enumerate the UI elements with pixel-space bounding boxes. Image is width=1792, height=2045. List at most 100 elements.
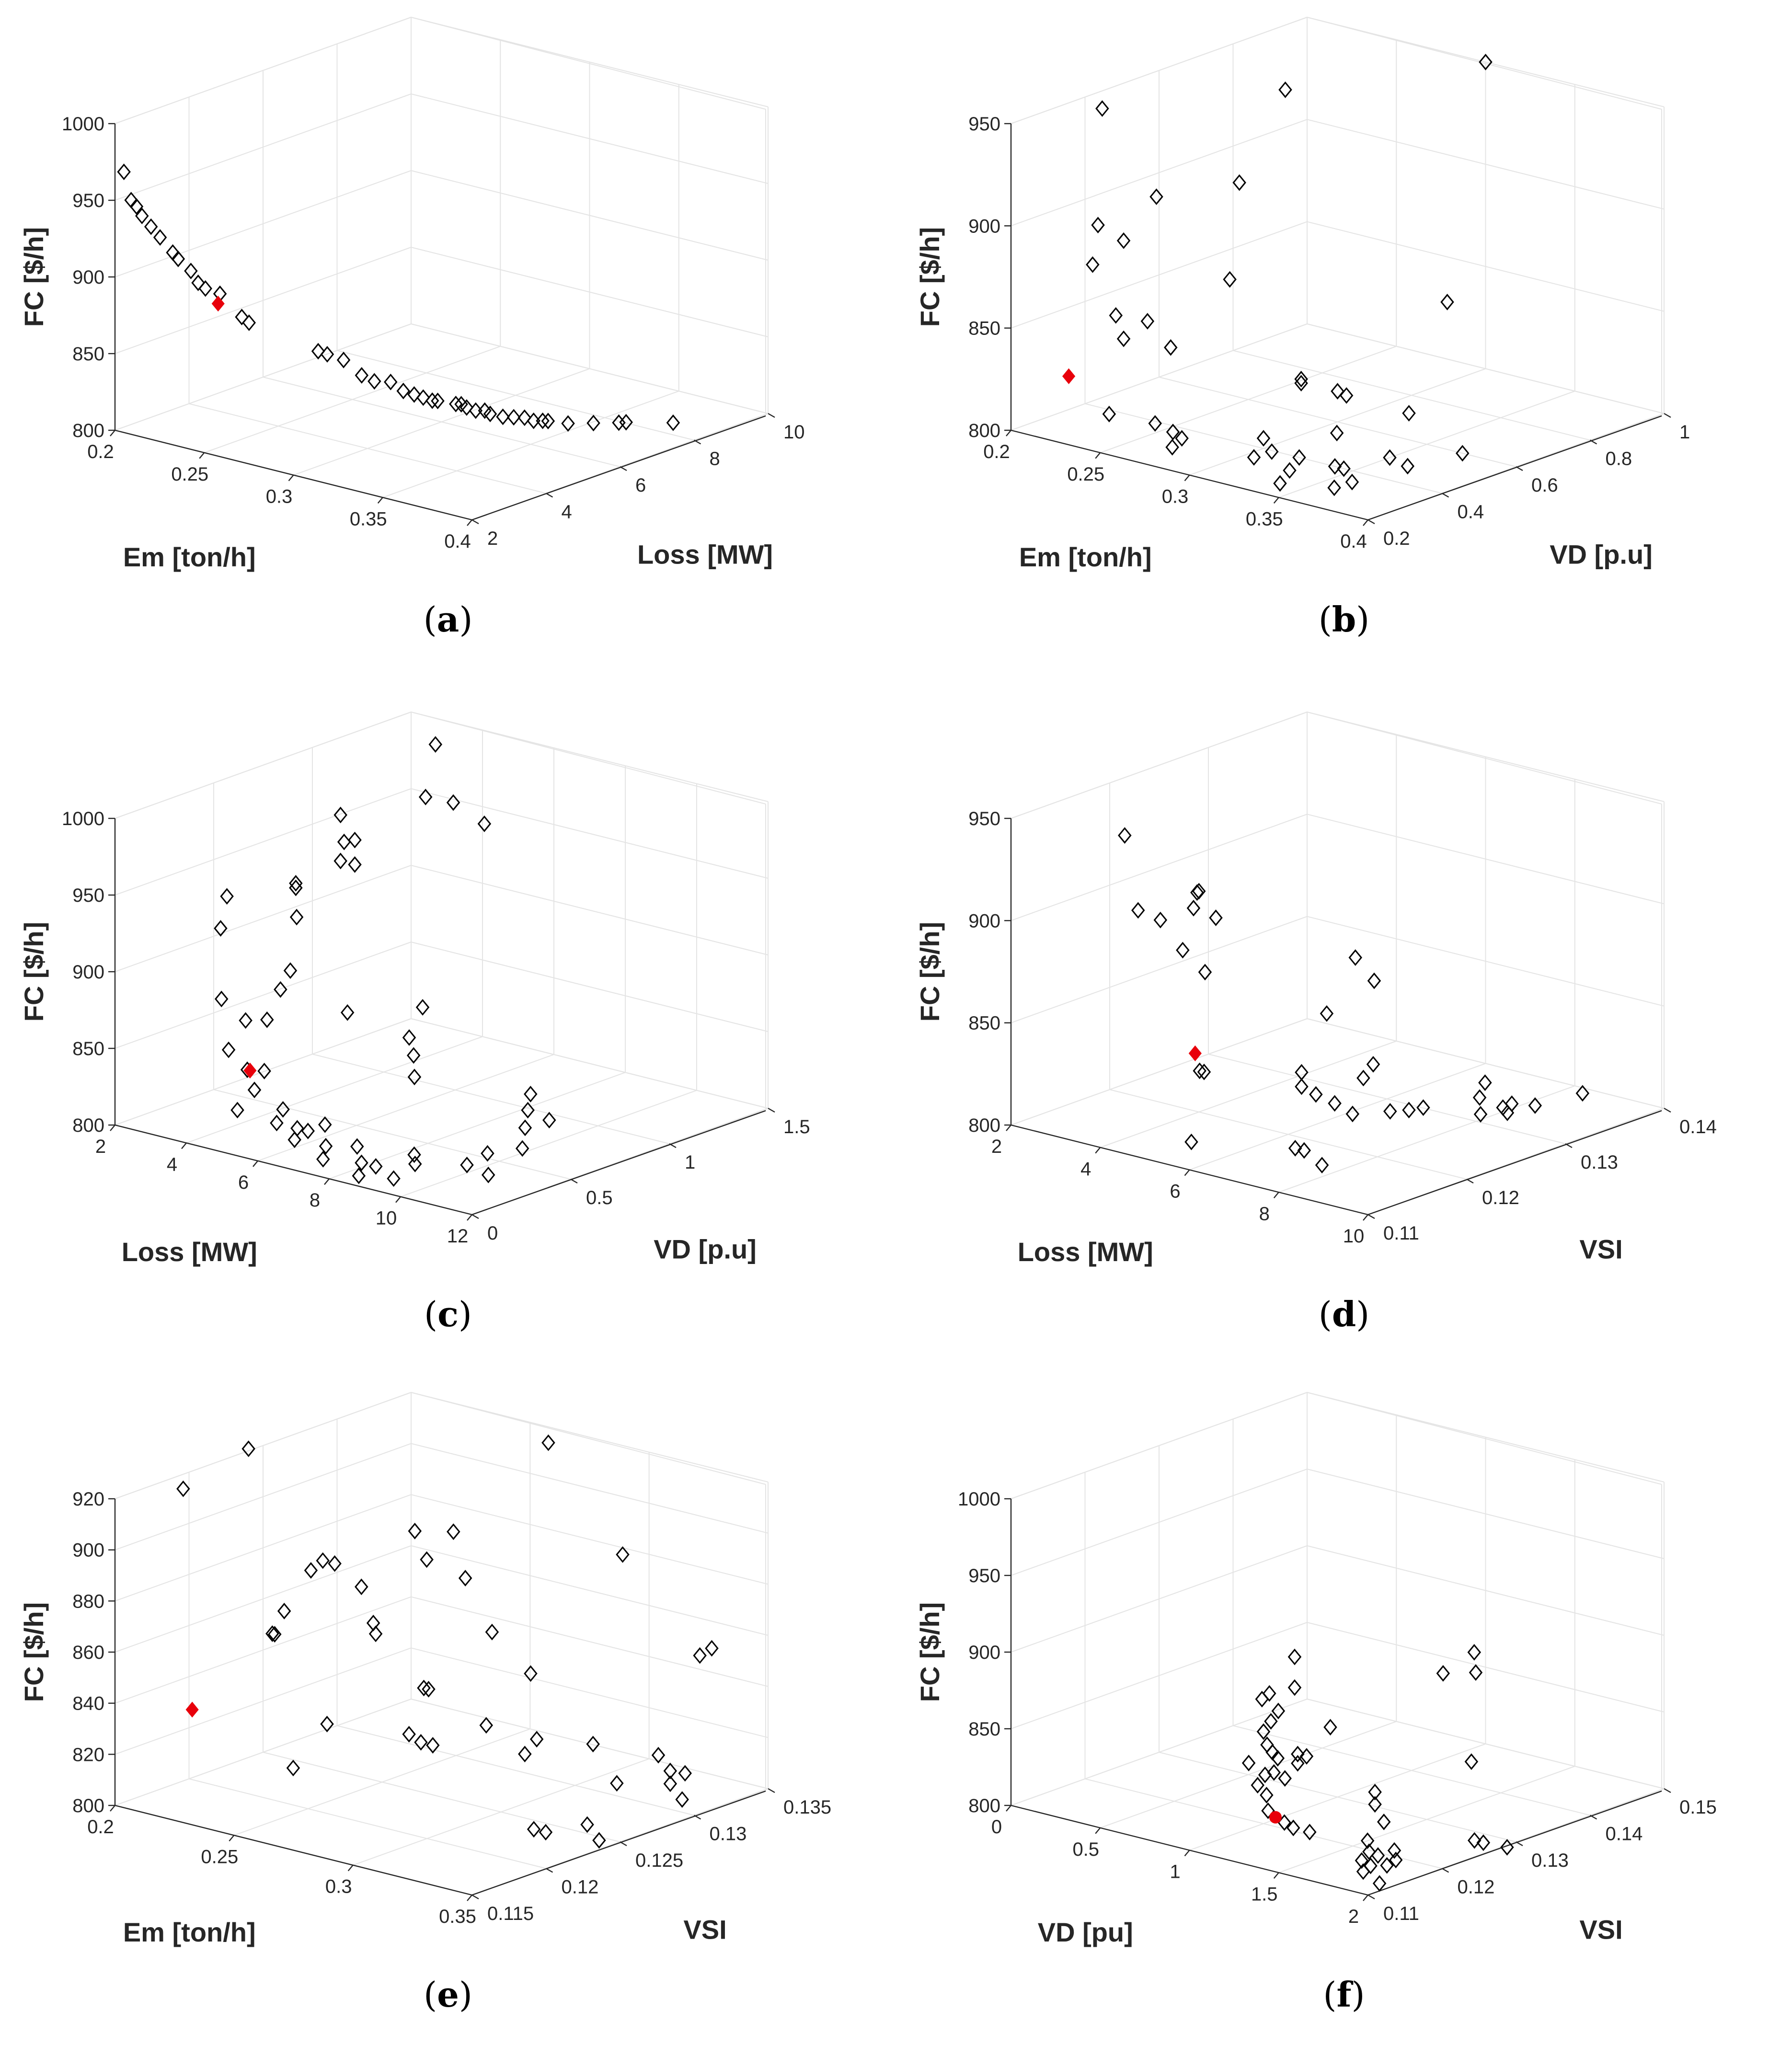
grid-line [1109, 1089, 1467, 1180]
data-point [135, 207, 149, 225]
data-point [478, 402, 492, 419]
panel-b: 0.2 0.25 0.3 0.35 0.4 0.2 0.4 0.6 0.8 1 800 850 900 9… [896, 0, 1792, 670]
x-tick [288, 474, 294, 482]
z-axis-label: FC [$/h] [19, 1602, 49, 1702]
data-point [214, 990, 229, 1008]
data-point [425, 392, 439, 409]
x-tick-label: 0.3 [325, 1876, 352, 1897]
y-tick-label: 0.2 [1383, 528, 1410, 549]
data-point [1287, 1648, 1302, 1666]
data-point [586, 1735, 600, 1753]
z-tick-label: 950 [968, 808, 1000, 829]
data-point [1380, 1857, 1394, 1874]
points-a [117, 163, 680, 432]
x-tick-label: 0.2 [87, 1816, 114, 1838]
x-tick [110, 430, 115, 437]
z-tick-label: 820 [72, 1744, 104, 1765]
y-tick [768, 413, 775, 418]
data-point [1165, 438, 1179, 456]
data-point [1292, 449, 1306, 466]
data-point [1402, 1102, 1416, 1119]
y-tick-label: 4 [562, 502, 572, 523]
data-point [316, 1150, 330, 1168]
grid-line [411, 1018, 769, 1109]
data-point [1327, 479, 1341, 496]
y-axis-line [471, 1790, 766, 1896]
x-tick-label: 4 [1080, 1159, 1091, 1180]
data-point [333, 806, 347, 824]
y-tick-label: 0.4 [1458, 502, 1484, 523]
grid-line [411, 1699, 769, 1789]
data-point [527, 412, 540, 429]
grid-line [115, 1392, 412, 1499]
z-tick-label: 850 [72, 344, 104, 365]
data-point [1271, 1750, 1285, 1767]
y-axis-label: Loss [MW] [637, 540, 773, 570]
data-point [1402, 405, 1416, 422]
grid-line [1011, 1018, 1308, 1126]
x-tick-label: 6 [1170, 1181, 1180, 1202]
x-tick-label: 6 [238, 1172, 249, 1193]
data-point [320, 346, 334, 363]
x-tick-label: 0.25 [201, 1846, 238, 1867]
data-point [402, 1726, 416, 1743]
data-point [220, 888, 234, 905]
y-tick-label: 1.5 [783, 1116, 810, 1137]
x-tick [377, 497, 383, 504]
y-tick [1441, 493, 1449, 498]
z-axis-label: FC [$/h] [915, 922, 945, 1022]
x-tick [324, 1178, 330, 1185]
x-tick [395, 1196, 401, 1203]
data-point [1166, 424, 1180, 440]
x-tick [110, 1125, 115, 1131]
x-tick [1363, 1214, 1368, 1221]
caption-d: (d) [1318, 1294, 1370, 1334]
highlight-point [185, 1701, 199, 1718]
y-axis-label: VSI [683, 1915, 726, 1945]
data-point [369, 1158, 383, 1175]
x-tick-label: 2 [95, 1136, 106, 1157]
data-point [1478, 1074, 1492, 1091]
grid-line [186, 1036, 483, 1144]
data-point [287, 1131, 301, 1149]
data-point [301, 1123, 315, 1139]
y-tick [1664, 1107, 1671, 1113]
y-tick [669, 1143, 677, 1149]
data-point [1356, 1069, 1370, 1087]
data-point [586, 414, 600, 432]
x-tick-label: 10 [1343, 1226, 1365, 1247]
y-tick [1516, 1841, 1523, 1847]
data-point [1102, 405, 1116, 423]
z-tick-label: 1000 [958, 1489, 1000, 1510]
x-tick [467, 1214, 472, 1221]
data-point [1575, 1085, 1590, 1102]
grid-line [337, 350, 694, 441]
data-point [705, 1640, 719, 1657]
data-point [1267, 1764, 1281, 1781]
y-tick-label: 0.13 [1581, 1152, 1618, 1173]
data-point [1355, 1852, 1369, 1869]
x-tick-label: 0.25 [1067, 464, 1104, 485]
z-tick-label: 880 [72, 1591, 104, 1612]
data-point [541, 1434, 555, 1451]
grid-line [411, 1392, 769, 1482]
x-axis-label: Em [ton/h] [1019, 542, 1152, 572]
y-axis-label: VSI [1579, 1915, 1622, 1945]
data-point [517, 409, 532, 426]
data-point [153, 229, 167, 246]
y-axis-label: VSI [1579, 1234, 1622, 1264]
grid-line [1307, 1018, 1665, 1109]
data-point [1328, 1095, 1342, 1112]
points-b [1086, 54, 1493, 496]
data-point [355, 1154, 368, 1172]
z-tick-label: 800 [72, 1115, 104, 1136]
data-point [527, 1821, 541, 1838]
y-axis-line [1367, 1110, 1662, 1216]
highlight-point [211, 296, 225, 312]
x-tick [1095, 452, 1101, 459]
data-point [1294, 370, 1308, 388]
x-tick [1184, 1850, 1190, 1857]
y-tick-label: 8 [710, 448, 720, 470]
grid-line [411, 1596, 769, 1687]
data-point [1271, 1702, 1286, 1720]
